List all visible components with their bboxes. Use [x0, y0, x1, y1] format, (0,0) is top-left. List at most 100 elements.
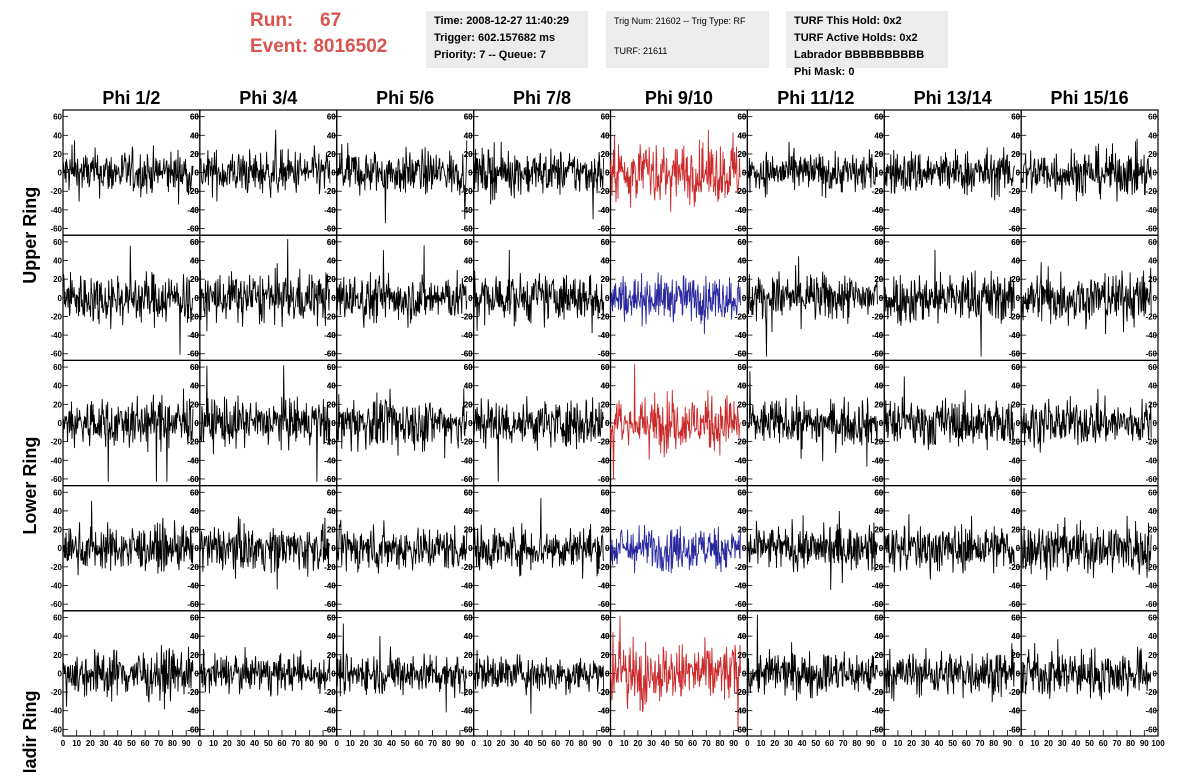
priority-text: Priority: 7 -- Queue: 7: [434, 49, 546, 61]
y-tick-label: -40: [872, 206, 884, 215]
y-tick-label: 40: [1011, 507, 1020, 516]
waveform-trace: [1020, 388, 1152, 453]
x-tick-label: 40: [250, 739, 259, 748]
y-tick-label: 60: [1011, 238, 1020, 247]
y-tick-label: -40: [324, 707, 336, 716]
x-tick-label: 60: [962, 739, 971, 748]
y-tick-label: 40: [874, 507, 883, 516]
y-tick-label: -20: [1009, 187, 1021, 196]
y-tick-label: 20: [53, 150, 62, 159]
y-tick-label: 0: [58, 169, 63, 178]
ring-label: Upper Ring: [20, 187, 40, 284]
y-tick-label: 60: [601, 238, 610, 247]
y-tick-label: -20: [1145, 187, 1157, 196]
x-tick-label: 10: [346, 739, 355, 748]
y-tick-label: 60: [737, 238, 746, 247]
y-tick-label: 0: [1016, 544, 1021, 553]
turf-info-box: TURF This Hold: 0x2 TURF Active Holds: 0…: [786, 11, 948, 78]
y-tick-label: -60: [1145, 600, 1157, 609]
x-tick-label: 20: [223, 739, 232, 748]
y-tick-label: -40: [50, 456, 62, 465]
y-tick-label: 60: [190, 363, 199, 372]
y-tick-label: -60: [872, 350, 884, 359]
y-tick-label: 40: [1148, 382, 1157, 391]
x-tick-label: 0: [1019, 739, 1024, 748]
y-tick-label: 40: [874, 257, 883, 266]
y-tick-label: 40: [190, 382, 199, 391]
y-tick-label: 40: [190, 632, 199, 641]
y-tick-label: 20: [1011, 275, 1020, 284]
y-tick-label: 60: [874, 488, 883, 497]
y-tick-label: 0: [468, 544, 473, 553]
y-tick-label: -60: [187, 600, 199, 609]
x-tick-label: 20: [86, 739, 95, 748]
waveform-trace: [610, 615, 741, 733]
y-tick-label: -40: [324, 331, 336, 340]
waveform-trace: [199, 365, 331, 482]
y-tick-label: 20: [190, 651, 199, 660]
y-tick-label: 20: [874, 400, 883, 409]
y-tick-label: 40: [327, 131, 336, 140]
y-tick-label: -20: [735, 438, 747, 447]
waveform-trace: [610, 272, 741, 335]
y-tick-label: 20: [737, 526, 746, 535]
run-event-box: Run: 67 Event: 8016502: [250, 8, 420, 64]
y-tick-label: -20: [872, 187, 884, 196]
y-tick-label: 0: [468, 169, 473, 178]
trig-num-text: Trig Num: 21602 -- Trig Type: RF: [614, 16, 746, 26]
y-tick-label: -60: [50, 600, 62, 609]
y-tick-label: 60: [1011, 488, 1020, 497]
y-tick-label: 0: [58, 419, 63, 428]
y-tick-label: -40: [598, 331, 610, 340]
column-header: Phi 9/10: [645, 88, 713, 108]
y-tick-label: 40: [874, 382, 883, 391]
y-tick-label: -40: [187, 707, 199, 716]
y-tick-label: 0: [605, 669, 610, 678]
y-tick-label: -40: [50, 707, 62, 716]
y-tick-label: 60: [464, 113, 473, 122]
x-tick-label: 90: [319, 739, 328, 748]
y-tick-label: 40: [1011, 131, 1020, 140]
y-tick-label: 40: [737, 257, 746, 266]
y-tick-label: 0: [194, 669, 199, 678]
y-tick-label: 40: [737, 507, 746, 516]
y-tick-label: 20: [464, 400, 473, 409]
x-tick-label: 50: [811, 739, 820, 748]
y-tick-label: -60: [187, 725, 199, 734]
y-tick-label: 60: [601, 363, 610, 372]
waveform-trace: [336, 388, 468, 459]
y-tick-label: 60: [190, 238, 199, 247]
y-tick-label: 0: [879, 294, 884, 303]
y-tick-label: -40: [735, 206, 747, 215]
y-tick-label: 20: [737, 400, 746, 409]
y-tick-label: -60: [324, 725, 336, 734]
x-tick-label: 40: [524, 739, 533, 748]
column-header: Phi 1/2: [102, 88, 160, 108]
y-tick-label: 40: [601, 131, 610, 140]
y-tick-label: -40: [50, 581, 62, 590]
y-tick-label: -60: [1009, 725, 1021, 734]
y-tick-label: 40: [464, 131, 473, 140]
y-tick-label: 60: [464, 488, 473, 497]
y-tick-label: 0: [194, 419, 199, 428]
x-tick-label: 10: [483, 739, 492, 748]
y-tick-label: -60: [187, 475, 199, 484]
y-tick-label: -40: [598, 456, 610, 465]
y-tick-label: -40: [735, 456, 747, 465]
x-tick-label: 30: [236, 739, 245, 748]
y-tick-label: 40: [737, 131, 746, 140]
y-tick-label: -20: [187, 688, 199, 697]
x-tick-label: 60: [551, 739, 560, 748]
y-tick-label: -40: [735, 707, 747, 716]
y-tick-label: 0: [58, 544, 63, 553]
y-tick-label: 20: [464, 526, 473, 535]
y-tick-label: 40: [601, 507, 610, 516]
y-tick-label: -20: [461, 187, 473, 196]
x-tick-label: 50: [1085, 739, 1094, 748]
y-tick-label: -60: [1145, 225, 1157, 234]
y-tick-label: 40: [464, 507, 473, 516]
y-tick-label: -20: [735, 438, 747, 447]
y-tick-label: 60: [464, 613, 473, 622]
y-tick-label: 40: [190, 131, 199, 140]
x-tick-label: 90: [866, 739, 875, 748]
